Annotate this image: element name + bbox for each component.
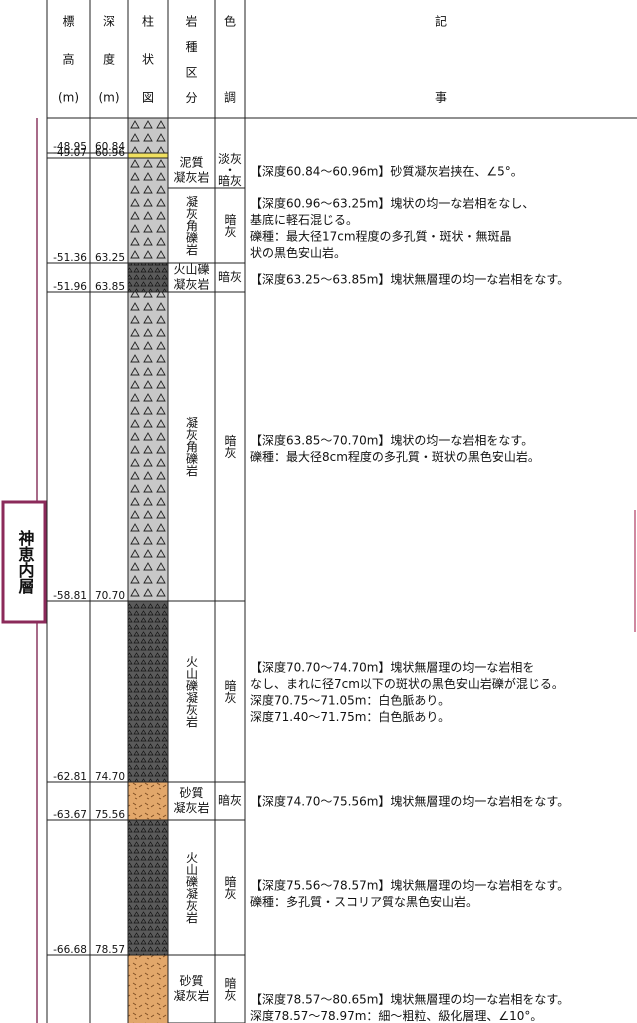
color-tone: 暗灰 [223,976,237,1001]
header-cell: (m) [58,91,79,105]
description: 【深度63.25～63.85m】塊状無層理の均一な岩相をなす。 [250,272,569,287]
rock-type: 火山礫凝灰岩 [185,852,199,924]
rock-type: 凝灰岩 [173,170,209,185]
color-tone: 暗灰 [223,433,237,458]
description: 状の黒色安山岩。 [250,245,346,260]
header-cell: 区 [185,66,197,80]
description: 【深度75.56～78.57m】塊状無層理の均一な岩相をなす。 [250,878,569,893]
elevation-label: -49.07 [53,147,87,159]
depth-label: 63.25 [95,252,125,264]
column-pattern [128,820,168,955]
color-tone: 淡灰 [218,152,242,166]
column-pattern [128,601,168,782]
column-pattern [128,292,168,601]
header-cell: 分 [185,91,197,105]
description: 礫種：多孔質・スコリア質な黒色安山岩。 [250,894,478,909]
depth-label: 78.57 [95,944,125,956]
color-tone: 暗灰 [223,874,237,899]
rock-type: 凝灰岩 [173,988,209,1003]
rock-type: 砂質 [179,785,203,800]
elevation-label: -51.96 [53,281,87,293]
description: 【深度70.70～74.70m】塊状無層理の均一な岩相を [250,660,534,675]
column-pattern [128,955,168,1023]
color-tone: ・ [224,163,236,177]
elevation-label: -51.36 [53,252,87,264]
description: 【深度78.57～80.65m】塊状無層理の均一な岩相をなす。 [250,992,569,1007]
color-tone: 暗灰 [218,173,242,188]
description: 【深度60.84～60.96m】砂質凝灰岩挟在、∠5°。 [250,164,523,179]
elevation-label: -62.81 [53,771,87,783]
description: 基底に軽石混じる。 [250,212,358,227]
column-pattern [128,118,168,153]
rock-type: 凝灰角礫岩 [185,415,199,476]
rock-type: 砂質 [179,973,203,988]
header-cell: 事 [435,91,447,105]
description: 深度70.75～71.05m：白色脈あり。 [250,693,450,708]
header-cell: 状 [142,53,154,67]
description: 【深度63.85～70.70m】塊状の均一な岩相をなす。 [250,433,533,448]
header-cell: 岩 [185,14,197,29]
header-cell: (m) [98,91,119,105]
description: 礫種：最大径17cm程度の多孔質・斑状・無斑晶 [250,229,512,244]
header-cell: 度 [103,52,115,67]
depth-label: 70.70 [95,590,125,602]
elevation-label: -66.68 [53,944,87,956]
header-cell: 柱 [142,14,154,29]
rock-type: 凝灰角礫岩 [185,194,199,255]
header-cell: 種 [185,40,197,54]
description: 礫種：最大径8cm程度の多孔質・斑状の黒色安山岩。 [250,449,540,464]
color-tone: 暗灰 [223,678,237,703]
depth-label: 75.56 [95,809,125,821]
elevation-label: -48.95 [53,141,87,153]
header-cell: 記 [435,14,447,29]
depth-label: 60.84 [95,141,125,153]
header-cell: 調 [224,91,236,105]
header-cell: 標 [62,15,74,29]
formation-name: 神恵内層 [16,529,35,595]
depth-label: 63.85 [95,281,125,293]
description: 【深度60.96～63.25m】塊状の均一な岩相をなし、 [250,196,534,211]
formation-box [1,500,47,624]
color-tone: 暗灰 [218,269,242,284]
description: なし、まれに径7cm以下の斑状の黒色安山岩礫が混じる。 [250,676,564,691]
depth-label: 74.70 [95,771,125,783]
rock-type: 火山礫凝灰岩 [185,656,199,728]
elevation-label: -63.67 [53,809,87,821]
rock-type: 泥質 [179,155,203,170]
rock-type: 凝灰岩 [173,277,209,292]
description: 深度71.40～71.75m：白色脈あり。 [250,709,450,724]
depth-label: 60.96 [95,147,125,159]
elevation-label: -58.81 [53,590,87,602]
header-cell: 深 [103,15,115,29]
color-tone: 暗灰 [223,212,237,237]
color-tone: 暗灰 [218,793,242,808]
column-pattern [128,263,168,292]
description: 【深度74.70～75.56m】塊状無層理の均一な岩相をなす。 [250,794,569,809]
header-cell: 図 [142,91,154,105]
rock-type: 凝灰岩 [173,800,209,815]
column-pattern [128,153,168,158]
rock-type: 火山礫 [173,262,209,277]
header-cell: 色 [224,15,236,29]
column-pattern [128,158,168,263]
column-pattern [128,782,168,820]
description: 深度78.57～78.97m：細～粗粒、級化層理、∠10°。 [250,1008,542,1023]
header-cell: 高 [62,52,74,67]
